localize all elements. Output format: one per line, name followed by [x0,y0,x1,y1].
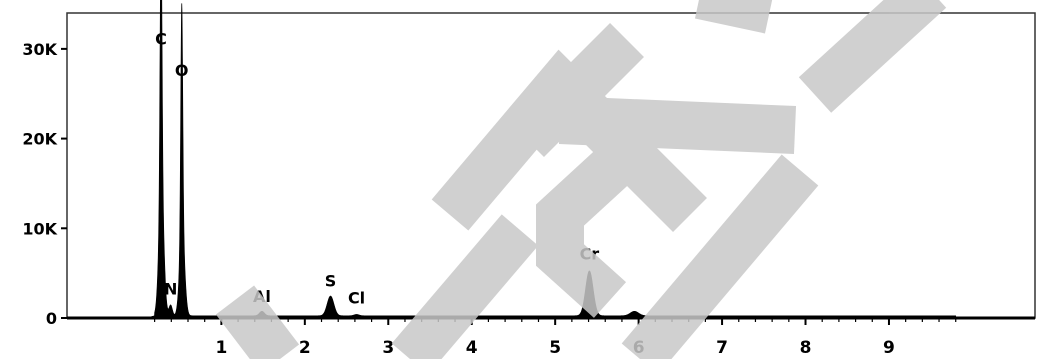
spectrum-layer [146,0,957,319]
plot-frame [66,12,1036,319]
x-tick-label: 6 [633,338,645,358]
x-tick-label: 8 [800,338,812,358]
x-tick-label: 2 [299,338,311,358]
peak-label-al: Al [253,287,271,306]
plot-area: 1 2 3 4 5 6 7 8 9 0 10K 20K 30K C N O Al S Cl Cr [22,0,1036,358]
y-tick-label: 10K [22,219,57,238]
x-tick-label: 7 [716,338,728,358]
peak-label-n: N [164,280,177,299]
peak-label-o: O [175,61,189,80]
x-tick-label: 4 [466,338,478,358]
spectrum-area [146,0,957,319]
peak-label-cl: Cl [348,289,365,308]
y-tick-label: 0 [46,309,57,328]
y-tick-label: 30K [22,40,57,59]
peak-label-s: S [325,272,337,291]
x-tick-label: 3 [382,338,394,358]
x-tick-label: 9 [883,338,895,358]
x-axis: 1 2 3 4 5 6 7 8 9 [67,316,1035,358]
peak-label-cr: Cr [580,245,600,264]
y-axis: 0 10K 20K 30K [22,40,67,328]
x-tick-label: 5 [549,338,561,358]
x-tick-label: 1 [215,338,227,358]
peak-labels: C N O Al S Cl Cr [155,29,599,307]
peak-label-c: C [155,29,167,48]
y-tick-label: 20K [22,130,57,149]
